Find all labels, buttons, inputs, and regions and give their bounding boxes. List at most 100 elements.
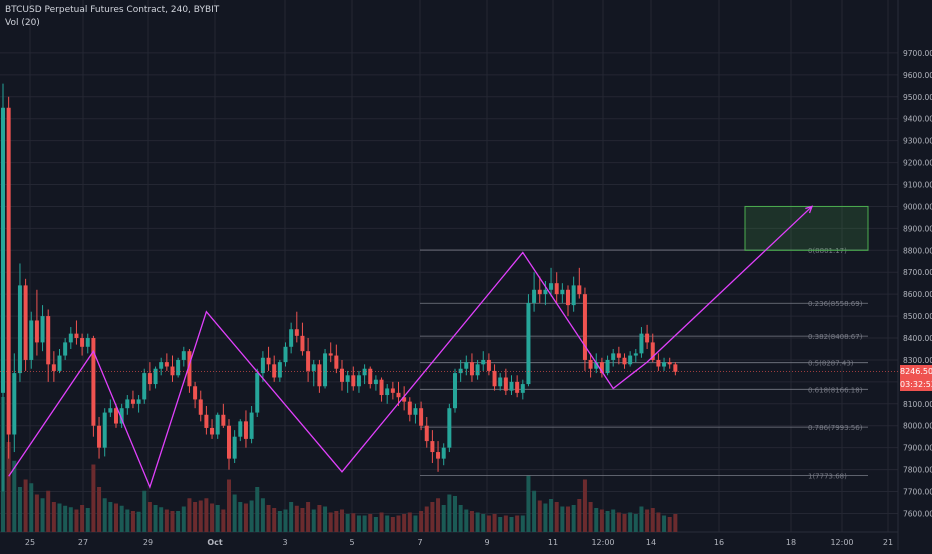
target-zone-box[interactable]	[744, 205, 869, 251]
candle	[407, 397, 412, 422]
price-tick-label: 9000.00	[903, 202, 932, 211]
fib-retracement[interactable]: 0(8801.17) 0.236(8558.69) 0.382(8408.67) 0.…	[420, 247, 868, 480]
time-tick-label: 12:00	[591, 538, 614, 547]
candle-body	[396, 392, 401, 398]
volume-bar	[390, 517, 395, 532]
volume-bar	[311, 509, 316, 532]
projection-arrow-head	[805, 205, 814, 214]
volume-bar	[560, 506, 565, 532]
candle	[616, 346, 621, 365]
candle-body	[102, 412, 107, 448]
candle	[396, 381, 401, 406]
volume-bar	[588, 502, 593, 532]
volume-bar	[373, 517, 378, 532]
projection-arrow-line[interactable]	[646, 205, 813, 363]
candle	[373, 375, 378, 391]
candle	[272, 355, 277, 382]
volume-bar	[645, 509, 650, 532]
candle	[537, 276, 542, 303]
price-tick-label: 9500.00	[903, 93, 932, 102]
candle-body	[532, 289, 537, 303]
volume-bar	[351, 513, 356, 532]
candle	[588, 353, 593, 378]
candle-body	[142, 373, 147, 400]
volume-bar	[532, 490, 537, 532]
candle-body	[436, 452, 441, 459]
volume-bar	[509, 517, 514, 532]
candle-body	[362, 368, 367, 376]
candle-body	[80, 338, 85, 347]
volume-bar	[294, 505, 299, 532]
candle-body	[464, 362, 469, 369]
volume-bar	[136, 511, 141, 532]
price-tick-label: 8000.00	[903, 422, 932, 431]
volume-bar	[667, 517, 672, 532]
candle-body	[419, 408, 424, 426]
candle	[328, 342, 333, 363]
candle	[283, 342, 288, 367]
time-tick-label: 3	[282, 538, 287, 547]
volume-bar	[379, 512, 384, 532]
volume-bar	[238, 502, 243, 532]
candle	[204, 406, 209, 435]
volume-bar	[611, 509, 616, 532]
candle-body	[272, 364, 277, 378]
volume-bar	[317, 505, 322, 532]
candle-body	[147, 373, 152, 385]
volume-bar	[481, 514, 486, 532]
volume-bar	[492, 514, 497, 532]
time-axis[interactable]: 25 27 29 Oct 3 5 7 9 11 12:00 14 16 18 12:00 21	[25, 538, 893, 547]
candle	[193, 381, 198, 409]
candle-body	[390, 388, 395, 393]
candle-body	[345, 375, 350, 382]
xabcd-pattern-line[interactable]	[8, 251, 648, 489]
volume-bar	[469, 511, 474, 532]
candle	[40, 305, 45, 352]
volume-bar	[402, 514, 407, 532]
candle	[311, 359, 316, 387]
candle-body	[232, 436, 237, 459]
volume-bar	[260, 498, 265, 532]
last-price-badge: 8246.50	[900, 364, 932, 378]
price-axis[interactable]: 7600.00 7700.00 7800.00 7900.00 8000.00 8100.…	[903, 49, 932, 519]
candle-body	[441, 447, 446, 459]
candle-body	[605, 359, 610, 374]
candle-body	[17, 285, 22, 374]
time-tick-label: 27	[78, 538, 88, 547]
candle-body	[622, 357, 627, 365]
price-tick-label: 8700.00	[903, 268, 932, 277]
candle-body	[51, 364, 56, 371]
candle-body	[323, 353, 328, 387]
candle	[198, 390, 203, 422]
candle	[1, 83, 5, 492]
volume-bar	[628, 512, 633, 532]
candle-body	[515, 381, 520, 393]
volume-bar	[221, 509, 226, 532]
time-tick-label: 7	[417, 538, 422, 547]
candle	[260, 351, 265, 382]
candle	[571, 276, 576, 312]
candle-body	[413, 408, 418, 415]
candle-body	[153, 368, 158, 385]
candle-body	[503, 377, 508, 391]
price-tick-label: 8300.00	[903, 356, 932, 365]
candle	[492, 364, 497, 391]
candle	[520, 379, 525, 400]
candle	[543, 281, 548, 306]
volume-bar	[616, 512, 621, 532]
candle-body	[616, 353, 621, 358]
candle	[74, 320, 79, 345]
price-tick-label: 8500.00	[903, 312, 932, 321]
candle	[599, 357, 604, 378]
candle	[503, 368, 508, 396]
candle-body	[611, 353, 616, 360]
volume-bar	[419, 511, 424, 532]
volume-bar	[413, 515, 418, 532]
candle-body	[187, 351, 192, 387]
time-tick-label: 14	[646, 538, 656, 547]
volume-bar	[430, 502, 435, 532]
fib-level-label: 0.5(8287.43)	[808, 360, 854, 368]
candle-body	[114, 408, 118, 424]
